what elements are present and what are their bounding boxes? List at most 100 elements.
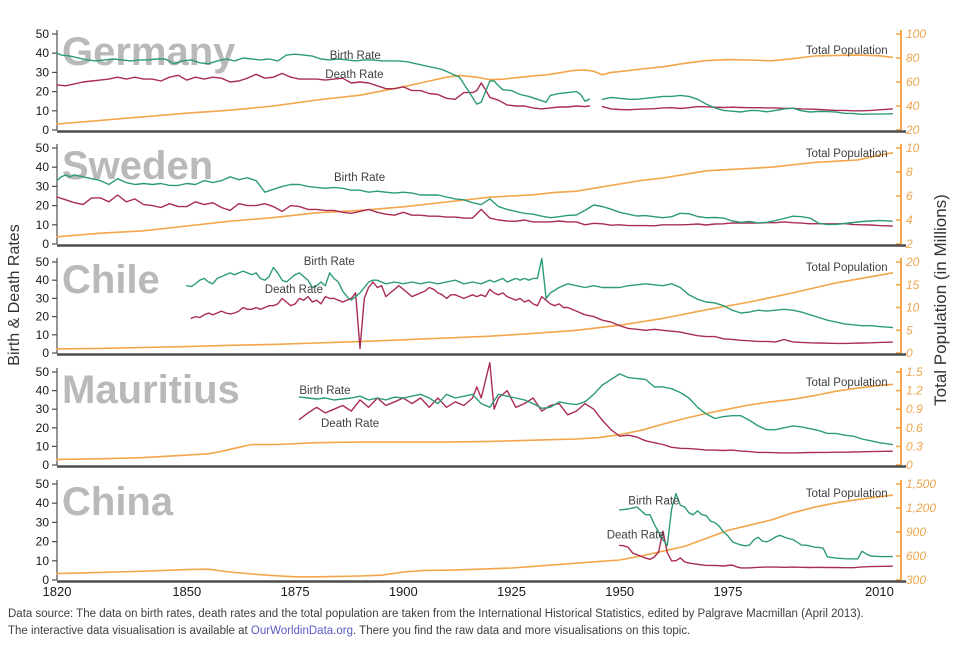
right-axis-title: Total Population (in Millions) bbox=[931, 194, 950, 406]
panel-title-sweden: Sweden bbox=[62, 144, 214, 188]
left-tick-label: 20 bbox=[36, 310, 50, 324]
right-tick-label: 0 bbox=[906, 346, 913, 360]
x-tick-label: 1975 bbox=[713, 584, 742, 599]
x-tick-label: 1820 bbox=[43, 584, 72, 599]
population-line bbox=[56, 152, 894, 238]
left-tick-label: 40 bbox=[36, 384, 50, 398]
left-tick-label: 10 bbox=[36, 328, 50, 342]
footer: Data source: The data on birth rates, de… bbox=[8, 606, 864, 640]
series-label-death-rate: Death Rate bbox=[607, 530, 665, 542]
death-rate-line bbox=[298, 362, 893, 454]
left-tick-label: 20 bbox=[36, 535, 50, 549]
right-tick-label: 10 bbox=[906, 301, 920, 315]
x-tick-label: 1875 bbox=[281, 584, 310, 599]
right-tick-label: 6 bbox=[906, 189, 913, 203]
left-tick-label: 30 bbox=[36, 515, 50, 529]
series-label-total-population: Total Population bbox=[806, 148, 888, 160]
series-label-birth-rate: Birth Rate bbox=[334, 172, 385, 184]
left-tick-label: 50 bbox=[36, 255, 50, 269]
left-tick-label: 0 bbox=[42, 458, 49, 472]
left-axis-title: Birth & Death Rates bbox=[6, 224, 23, 366]
death-rate-line bbox=[56, 194, 893, 227]
left-tick-label: 50 bbox=[36, 27, 50, 41]
left-tick-label: 0 bbox=[42, 573, 49, 587]
footer-link-suffix: . There you find the raw data and more v… bbox=[352, 625, 691, 637]
left-tick-label: 20 bbox=[36, 199, 50, 213]
right-tick-label: 5 bbox=[906, 323, 913, 337]
series-label-death-rate: Death Rate bbox=[265, 284, 323, 296]
death-rate-line bbox=[56, 72, 893, 112]
right-tick-label: 0.9 bbox=[906, 402, 923, 416]
x-tick-label: 1950 bbox=[605, 584, 634, 599]
footer-link-line: The interactive data visualisation is av… bbox=[8, 623, 864, 640]
birth-rate-line bbox=[298, 373, 893, 446]
left-tick-label: 0 bbox=[42, 346, 49, 360]
left-tick-label: 50 bbox=[36, 365, 50, 379]
panel-sweden: 0 10 20 30 40 50 2 4 6 8 10 Birth Rate Total Populat… bbox=[36, 141, 920, 251]
right-tick-label: 900 bbox=[906, 525, 926, 539]
right-tick-label: 60 bbox=[906, 75, 920, 89]
right-tick-label: 20 bbox=[905, 255, 920, 269]
left-tick-label: 30 bbox=[36, 65, 50, 79]
series-label-birth-rate: Birth Rate bbox=[304, 256, 355, 268]
series-label-death-rate: Death Rate bbox=[325, 69, 383, 81]
series-label-birth-rate: Birth Rate bbox=[299, 385, 350, 397]
left-tick-label: 10 bbox=[36, 439, 50, 453]
x-tick-label: 1900 bbox=[389, 584, 418, 599]
panel-title-mauritius: Mauritius bbox=[62, 368, 240, 412]
left-tick-label: 0 bbox=[42, 123, 49, 137]
series-label-total-population: Total Population bbox=[806, 45, 888, 57]
footer-source-text: Data source: The data on birth rates, de… bbox=[8, 608, 864, 620]
series-label-death-rate: Death Rate bbox=[321, 418, 379, 430]
left-tick-label: 50 bbox=[36, 477, 50, 491]
left-tick-label: 40 bbox=[36, 496, 50, 510]
birth-rate-line bbox=[619, 492, 893, 560]
left-tick-label: 40 bbox=[36, 46, 50, 60]
right-tick-label: 0 bbox=[906, 458, 913, 472]
series-label-total-population: Total Population bbox=[806, 377, 888, 389]
birth-rate-line bbox=[56, 174, 893, 226]
footer-source-line: Data source: The data on birth rates, de… bbox=[8, 606, 864, 623]
right-tick-label: 0.6 bbox=[906, 421, 923, 435]
right-tick-label: 1.5 bbox=[906, 365, 923, 379]
birth-rate-line bbox=[56, 52, 893, 115]
right-tick-label: 1.2 bbox=[906, 384, 923, 398]
right-tick-label: 40 bbox=[906, 99, 920, 113]
series-label-birth-rate: Birth Rate bbox=[628, 496, 679, 508]
series-label-total-population: Total Population bbox=[806, 488, 888, 500]
left-tick-label: 30 bbox=[36, 402, 50, 416]
panel-china: 0 10 20 30 40 50 300 600 900 1,200 1,500 Birth Rate… bbox=[36, 477, 937, 587]
left-tick-label: 0 bbox=[42, 237, 49, 251]
left-tick-label: 30 bbox=[36, 179, 50, 193]
left-tick-label: 50 bbox=[36, 141, 50, 155]
population-line bbox=[56, 383, 894, 461]
death-rate-line bbox=[190, 281, 893, 350]
left-tick-label: 40 bbox=[36, 160, 50, 174]
population-line bbox=[56, 494, 894, 578]
right-tick-label: 8 bbox=[906, 165, 913, 179]
panel-title-chile: Chile bbox=[62, 258, 160, 302]
panel-germany: 0 10 20 30 40 50 20 40 60 80 100 Birth Rate Death Ra… bbox=[36, 27, 927, 137]
right-tick-label: 2 bbox=[905, 237, 913, 251]
left-tick-label: 10 bbox=[36, 104, 50, 118]
panel-title-germany: Germany bbox=[62, 30, 236, 74]
panel-mauritius: 0 10 20 30 40 50 0 0.3 0.6 0.9 1.2 1.5 Birth Rate Dea… bbox=[36, 362, 923, 472]
right-tick-label: 15 bbox=[906, 278, 920, 292]
right-tick-label: 4 bbox=[906, 213, 913, 227]
x-tick-label: 2010 bbox=[865, 584, 894, 599]
population-line bbox=[56, 54, 894, 125]
left-tick-label: 20 bbox=[36, 85, 50, 99]
series-label-total-population: Total Population bbox=[806, 262, 888, 274]
right-tick-label: 1,500 bbox=[906, 477, 936, 491]
right-tick-label: 80 bbox=[906, 51, 920, 65]
birth-rate-line bbox=[186, 257, 893, 329]
right-tick-label: 1,200 bbox=[906, 501, 936, 515]
left-tick-label: 40 bbox=[36, 273, 50, 287]
left-tick-label: 30 bbox=[36, 291, 50, 305]
right-tick-label: 100 bbox=[906, 27, 926, 41]
owid-link[interactable]: OurWorldinData.org bbox=[250, 625, 353, 637]
right-tick-label: 10 bbox=[906, 141, 920, 155]
panel-title-china: China bbox=[62, 480, 174, 524]
right-tick-label: 20 bbox=[905, 123, 920, 137]
